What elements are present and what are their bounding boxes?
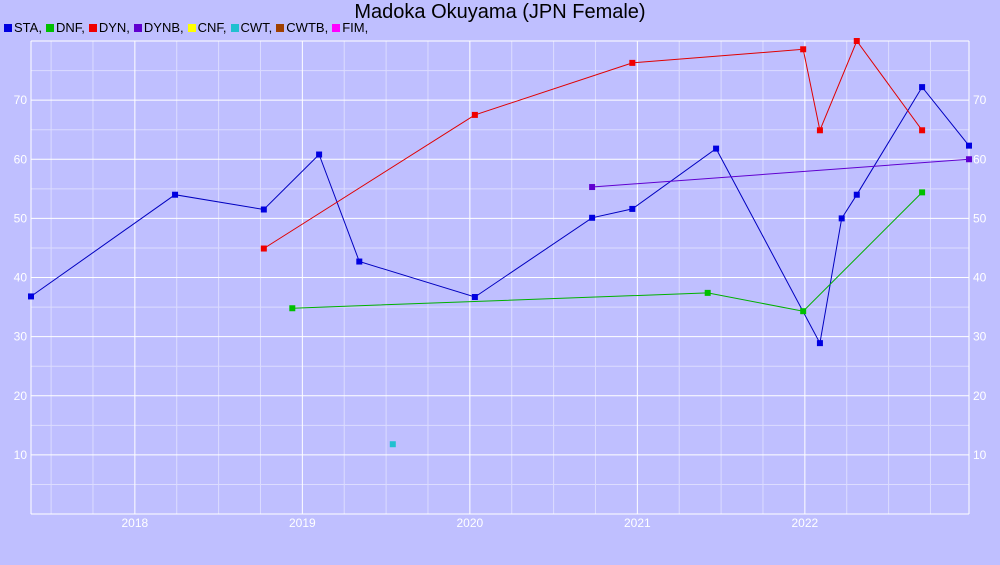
legend-swatch (332, 23, 341, 32)
legend-swatch (187, 23, 196, 32)
data-point-sta (919, 84, 926, 91)
legend-item: DYN, (88, 20, 130, 35)
data-point-sta (316, 151, 323, 158)
y-tick-label-right: 10 (973, 448, 987, 462)
data-point-sta (713, 145, 720, 152)
legend-item: STA, (4, 20, 42, 35)
y-tick-label-left: 30 (14, 330, 28, 344)
legend-label: FIM, (342, 20, 369, 35)
series-line-dnf (292, 192, 923, 312)
legend-label: CNF, (197, 20, 227, 35)
series-line-dynb (592, 158, 970, 188)
legend-label: DYN, (98, 20, 130, 35)
data-point-sta (853, 191, 860, 198)
legend-item: DNF, (45, 20, 85, 35)
data-point-sta (629, 205, 636, 212)
y-tick-label-left: 70 (14, 93, 28, 107)
legend-label: DNF, (55, 20, 85, 35)
chart-title: Madoka Okuyama (JPN Female) (354, 1, 646, 23)
legend-label: STA, (14, 20, 42, 35)
x-tick-label: 2018 (121, 516, 148, 530)
data-point-sta (260, 206, 267, 213)
x-tick-label: 2021 (624, 516, 651, 530)
legend-item: CNF, (187, 20, 227, 35)
data-point-sta (816, 340, 823, 347)
y-tick-label-right: 60 (973, 152, 987, 166)
y-tick-label-right: 70 (973, 93, 987, 107)
legend-item: FIM, (332, 20, 368, 35)
data-point-dyn (816, 127, 823, 134)
legend-swatch (45, 23, 54, 32)
legend-swatch (4, 23, 12, 32)
y-tick-label-left: 40 (14, 271, 28, 285)
y-tick-label-right: 40 (973, 271, 987, 285)
data-point-dnf (919, 189, 926, 196)
data-point-sta (589, 214, 596, 221)
legend-label: DYNB, (143, 20, 184, 35)
data-point-dyn (919, 127, 926, 134)
data-point-sta (28, 293, 34, 300)
legend-swatch (276, 23, 285, 32)
y-tick-label-right: 30 (973, 330, 987, 344)
x-tick-label: 2019 (289, 516, 316, 530)
x-tick-label: 2022 (791, 516, 818, 530)
legend-swatch (133, 23, 142, 32)
data-point-sta (356, 258, 363, 265)
legend-swatch (230, 23, 239, 32)
y-tick-label-right: 20 (973, 389, 987, 403)
legend-label: CWTB, (286, 20, 329, 35)
data-point-dynb (589, 184, 596, 191)
chart-legend: STA, DNF, DYN, DYNB, CNF, CWT, CWTB, FIM, (4, 20, 372, 35)
legend-item: CWT, (230, 20, 273, 35)
legend-swatch (88, 23, 97, 32)
data-point-dyn (800, 46, 807, 53)
y-tick-label-left: 60 (14, 152, 28, 166)
data-point-sta (172, 191, 179, 198)
data-point-sta (966, 142, 972, 149)
data-point-cwt (389, 441, 396, 448)
data-point-dnf (704, 289, 711, 296)
legend-item: DYNB, (133, 20, 184, 35)
y-tick-label-left: 20 (14, 389, 28, 403)
data-point-dyn (471, 111, 478, 118)
legend-item: CWTB, (276, 20, 328, 35)
data-point-dyn (853, 38, 860, 44)
legend-label: CWT, (240, 20, 273, 35)
series-line-sta (30, 86, 970, 345)
y-tick-label-left: 50 (14, 211, 28, 225)
y-tick-label-right: 50 (973, 211, 987, 225)
data-point-dnf (800, 308, 807, 315)
x-tick-label: 2020 (456, 516, 483, 530)
data-point-dnf (289, 305, 296, 312)
y-tick-label-left: 10 (14, 448, 28, 462)
data-point-dyn (260, 245, 267, 252)
data-point-dynb (966, 156, 972, 163)
data-point-sta (471, 294, 478, 301)
data-point-sta (838, 215, 845, 222)
data-point-dyn (629, 59, 636, 66)
